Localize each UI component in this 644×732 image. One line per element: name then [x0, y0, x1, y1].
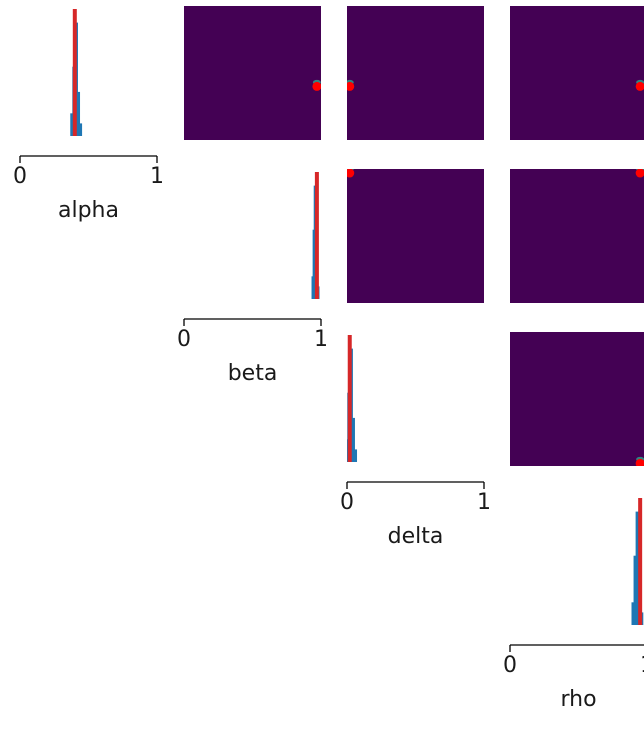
- x-tick-label-rho: 1: [640, 653, 644, 678]
- density-panel-beta-delta: [347, 169, 484, 303]
- histogram-bar: [70, 113, 74, 136]
- histogram-bar: [631, 602, 636, 625]
- x-tick-label-alpha: 0: [13, 164, 27, 189]
- x-tick-label-beta: 1: [314, 327, 328, 352]
- truth-marker: [635, 169, 644, 178]
- density-panel-alpha-beta: [184, 6, 321, 140]
- x-tick-label-rho: 0: [503, 653, 517, 678]
- x-tick-label-delta: 0: [340, 490, 354, 515]
- density-panel-alpha-rho: [510, 6, 644, 140]
- reference-bar: [638, 498, 643, 625]
- axis-label-alpha: alpha: [58, 198, 119, 223]
- density-background: [510, 169, 644, 303]
- axis-label-beta: beta: [228, 361, 278, 386]
- histogram-bar: [351, 417, 355, 462]
- truth-marker: [312, 81, 321, 91]
- truth-marker: [347, 169, 355, 178]
- truth-marker: [635, 81, 644, 91]
- reference-bar: [347, 335, 352, 462]
- histogram-rho: [631, 498, 644, 625]
- density-background: [347, 169, 484, 303]
- histogram-alpha: [70, 9, 83, 137]
- reference-bar: [314, 172, 319, 299]
- histogram-beta: [311, 172, 320, 299]
- x-tick-label-alpha: 1: [150, 164, 164, 189]
- histogram-bar: [76, 91, 81, 136]
- histogram-bar: [635, 511, 640, 625]
- truth-marker: [347, 81, 355, 91]
- density-background: [510, 332, 644, 466]
- reference-bar: [72, 9, 77, 136]
- histogram-bar: [633, 555, 638, 625]
- density-panel-beta-rho: [510, 169, 644, 303]
- x-tick-label-beta: 0: [177, 327, 191, 352]
- density-background: [510, 6, 644, 140]
- truth-marker: [635, 458, 644, 466]
- density-panel-delta-rho: [510, 332, 644, 466]
- density-background: [347, 6, 484, 140]
- histogram-delta: [347, 335, 358, 462]
- histogram-bar: [353, 449, 358, 462]
- axis-label-rho: rho: [560, 687, 596, 712]
- density-panel-alpha-delta: [347, 6, 484, 140]
- histogram-bar: [78, 123, 83, 136]
- x-tick-label-delta: 1: [477, 490, 491, 515]
- axis-label-delta: delta: [388, 524, 444, 549]
- density-background: [184, 6, 321, 140]
